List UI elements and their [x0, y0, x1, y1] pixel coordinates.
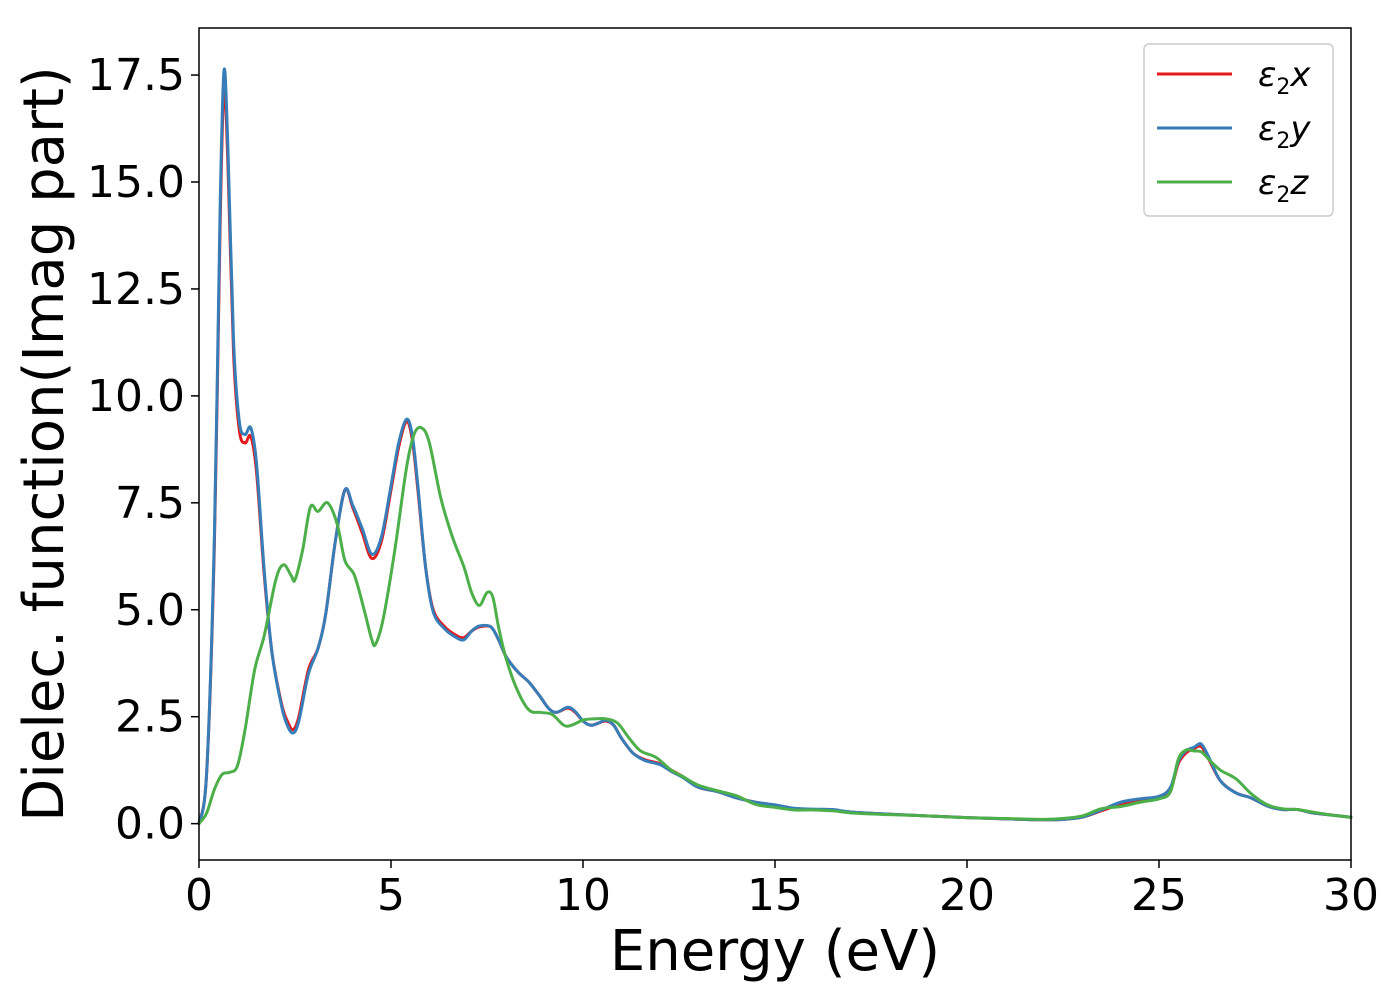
- legend-label-y: ε2y: [1258, 109, 1311, 154]
- series-line-z: [197, 425, 1353, 826]
- y-tick-label: 5.0: [115, 585, 185, 636]
- y-tick-label: 10.0: [87, 371, 185, 422]
- legend-label-x: ε2x: [1258, 55, 1311, 100]
- x-tick-label: 10: [555, 870, 611, 921]
- ticks-layer: 0 5 10 15 20 25 30 0.0 2.5 5.0 7.5 10.0 12.5 15.0 17.5: [87, 50, 1379, 921]
- x-tick-label: 15: [747, 870, 803, 921]
- x-tick-label: 5: [377, 870, 405, 921]
- x-tick-label: 0: [185, 870, 213, 921]
- y-tick-label: 0.0: [115, 799, 185, 850]
- series-line-y: [197, 67, 1353, 826]
- x-tick-label: 30: [1323, 870, 1379, 921]
- series-layer: [197, 67, 1353, 826]
- plot-frame: [198, 27, 1352, 861]
- x-tick-label: 20: [939, 870, 995, 921]
- y-tick-label: 12.5: [87, 264, 185, 315]
- legend: ε2x ε2y ε2z: [1143, 43, 1334, 217]
- y-tick-label: 2.5: [115, 692, 185, 743]
- y-axis-label: Dielec. function(Imag part): [12, 66, 77, 822]
- x-tick-label: 25: [1131, 870, 1187, 921]
- y-tick-label: 17.5: [87, 50, 185, 101]
- legend-label-z: ε2z: [1258, 163, 1309, 208]
- legend-box: [1143, 43, 1334, 217]
- y-tick-label: 7.5: [115, 478, 185, 529]
- x-axis-label: Energy (eV): [610, 919, 940, 984]
- y-tick-label: 15.0: [87, 157, 185, 208]
